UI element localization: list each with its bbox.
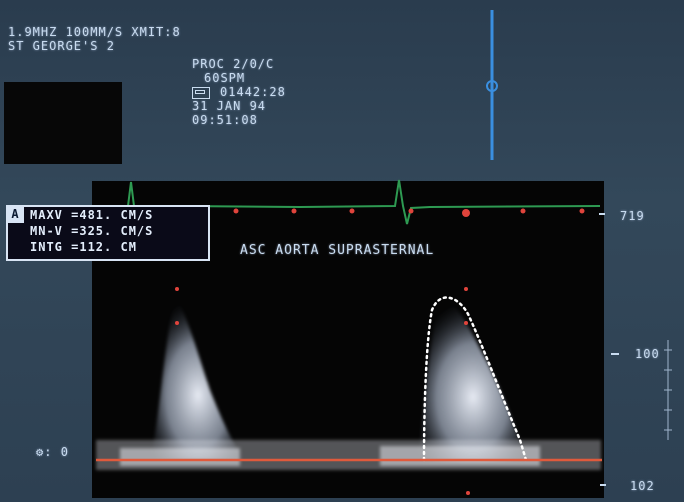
scale-top-label: 719	[620, 209, 645, 223]
date-label: 31 JAN 94	[192, 99, 267, 113]
counter-row: 01442:28	[192, 86, 286, 99]
maxv-readout: MAXV =481. CM/S	[30, 208, 154, 222]
velocity-scale-ticks	[599, 213, 619, 486]
view-label: ASC AORTA SUPRASTERNAL	[240, 243, 435, 258]
proc-label: PROC 2/0/C	[192, 57, 275, 71]
baseline-marker-icon: ⚙:	[36, 445, 53, 459]
cursor-sample-gate	[486, 80, 498, 92]
baseline-zero-label: ⚙: 0	[36, 446, 69, 459]
baseline-zero-value: 0	[60, 445, 69, 459]
blanked-region	[4, 82, 122, 164]
header-settings: 1.9MHZ 100MM/S XMIT:8	[8, 25, 181, 39]
scale-bottom-label: 102	[630, 479, 655, 493]
velocity-envelope-trace	[422, 296, 528, 462]
spectrum-markers	[175, 287, 470, 495]
intg-readout: INTG =112. CM	[30, 240, 137, 254]
mnv-readout: MN-V =325. CM/S	[30, 224, 154, 238]
scale-ruler	[664, 340, 672, 440]
scale-mid-label: 100	[635, 347, 660, 361]
doppler-spectrum	[96, 298, 601, 470]
time-label: 09:51:08	[192, 113, 258, 127]
tape-counter-icon	[192, 86, 210, 99]
measurement-tag: A	[6, 205, 24, 223]
gain-label: 60SPM	[204, 71, 246, 85]
measurement-box	[6, 205, 210, 261]
counter-value: 01442:28	[220, 85, 286, 99]
ecg-markers	[233, 208, 585, 217]
header-site: ST GEORGE'S 2	[8, 39, 115, 53]
